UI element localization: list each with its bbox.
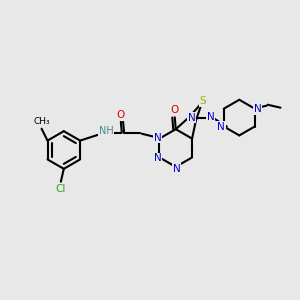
- Text: NH: NH: [99, 126, 113, 136]
- Text: N: N: [154, 133, 161, 142]
- Text: N: N: [217, 122, 225, 131]
- Text: N: N: [254, 104, 262, 114]
- Text: O: O: [117, 110, 125, 120]
- Text: N: N: [154, 153, 161, 164]
- Text: N: N: [188, 112, 196, 123]
- Text: N: N: [207, 112, 214, 122]
- Text: S: S: [200, 96, 206, 106]
- Text: Cl: Cl: [56, 184, 66, 194]
- Text: O: O: [171, 105, 179, 116]
- Text: N: N: [173, 164, 181, 174]
- Text: CH₃: CH₃: [33, 117, 50, 126]
